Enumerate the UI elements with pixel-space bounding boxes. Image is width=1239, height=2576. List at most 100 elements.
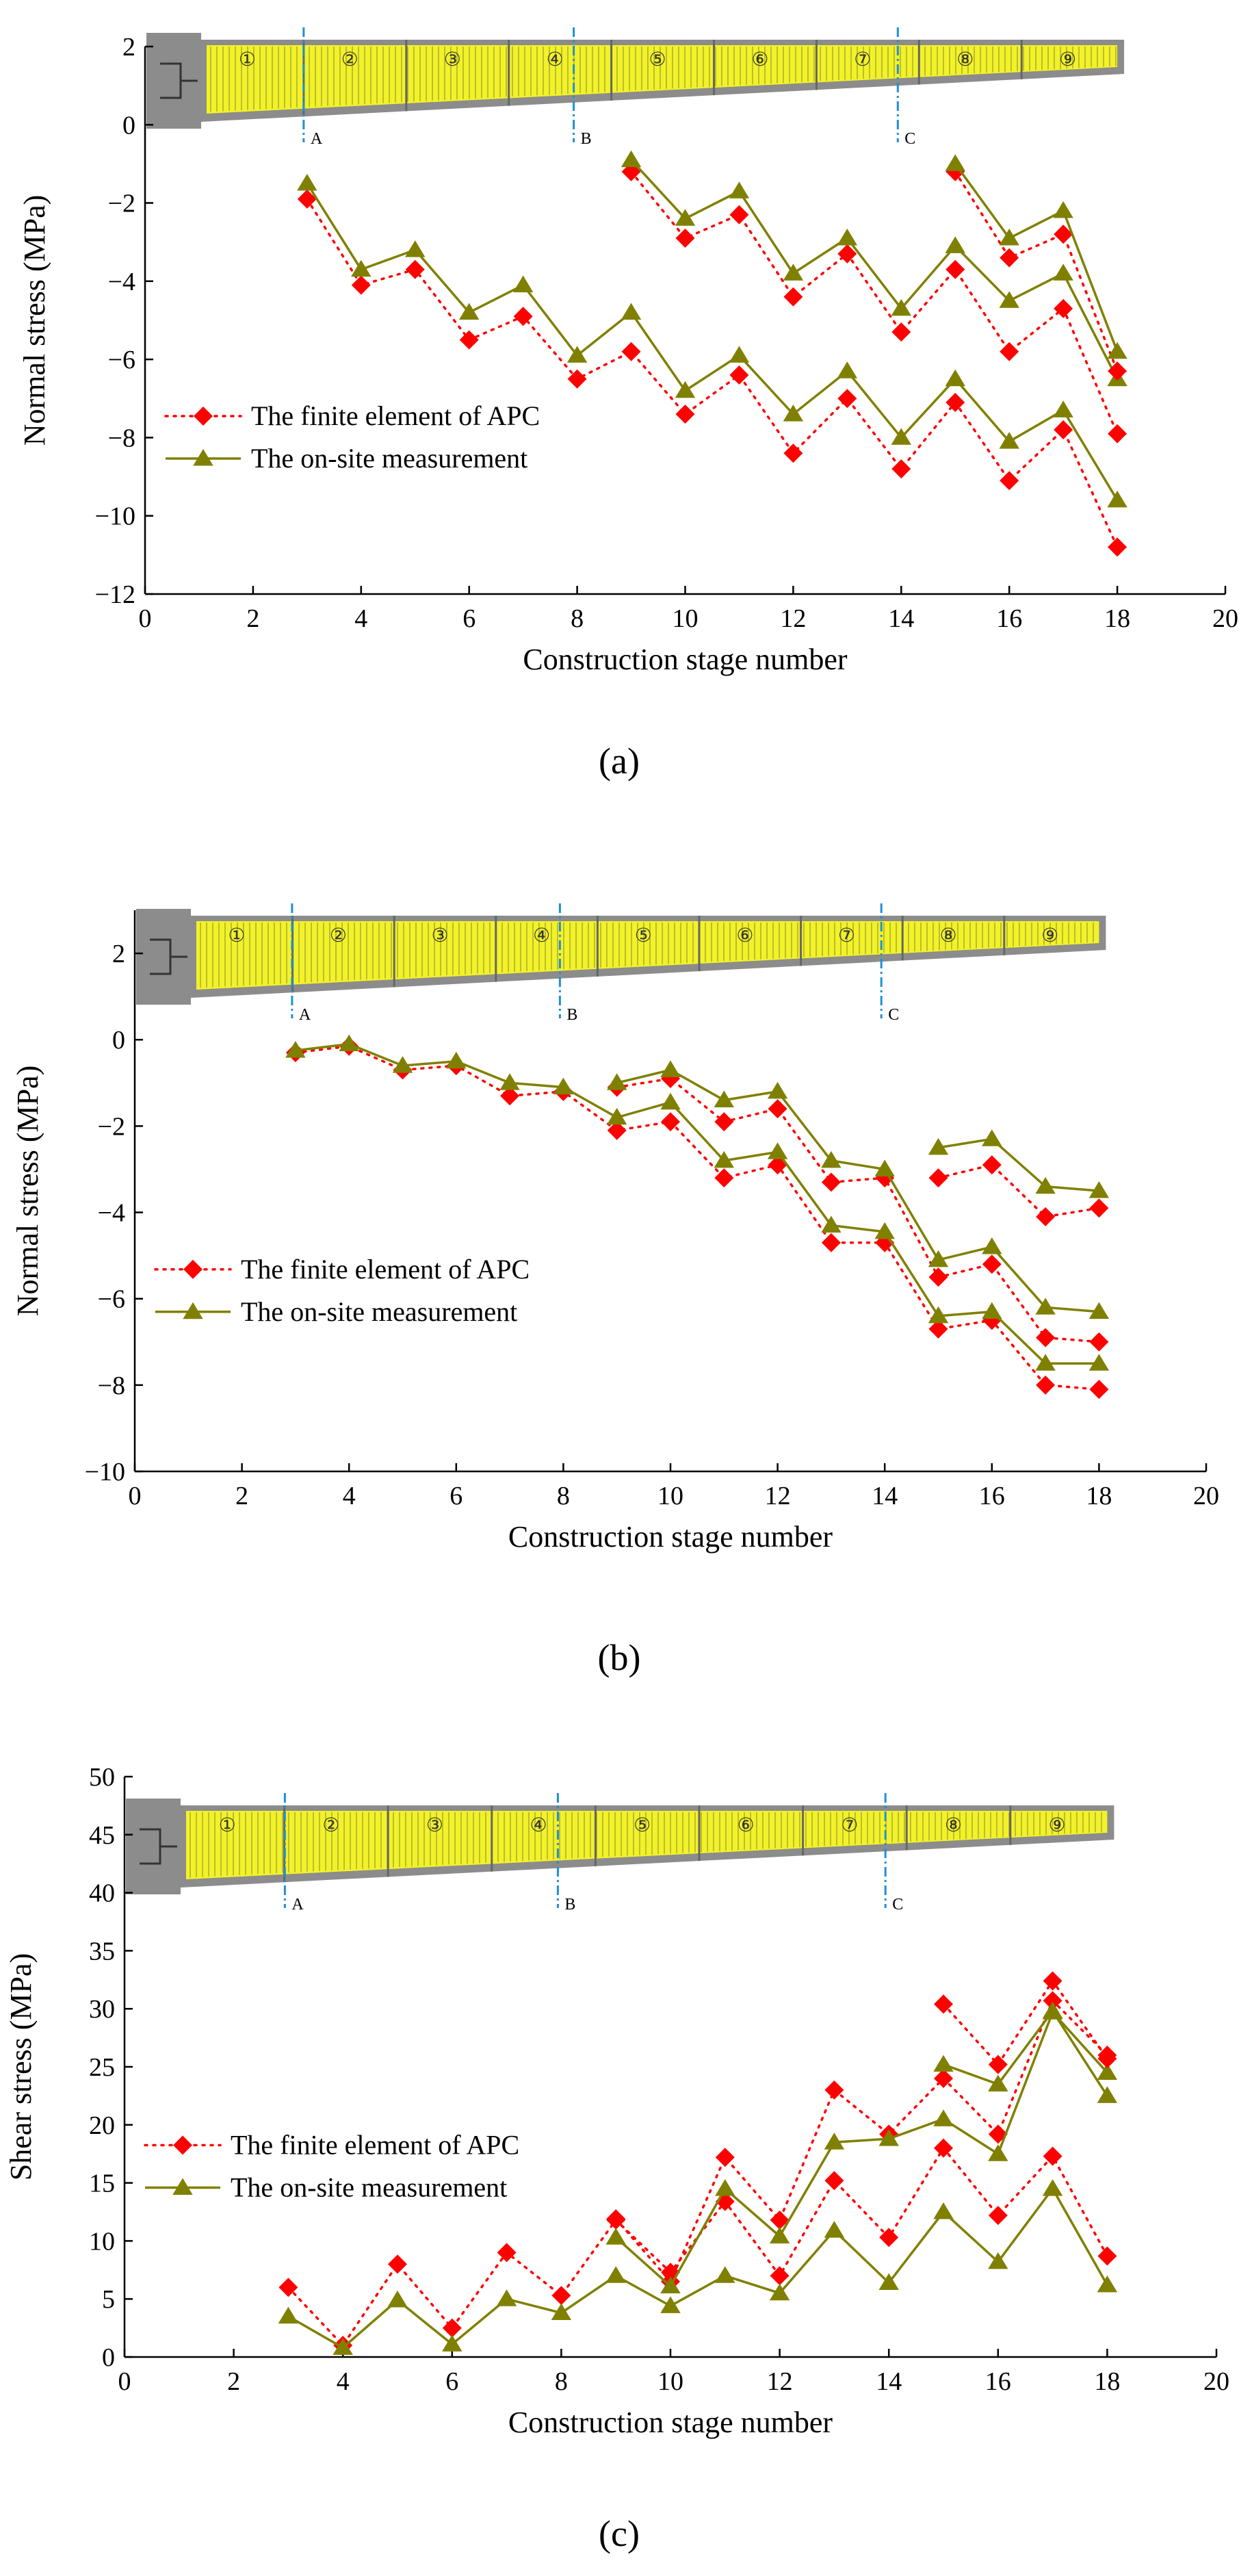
measurement-series-line <box>954 163 1119 352</box>
beam-girder-body <box>186 1811 1108 1879</box>
y-tick-label: −2 <box>98 1112 125 1141</box>
measurement-data-point <box>988 2252 1008 2269</box>
measurement-data-point <box>837 229 858 246</box>
measurement-data-point <box>387 2290 408 2308</box>
beam-segment-label: ⑦ <box>841 1815 858 1836</box>
beam-segment-label: ② <box>322 1815 339 1836</box>
measurement-data-point <box>1042 2001 1063 2019</box>
measurement-series-line <box>287 2186 1108 2349</box>
fe-data-point <box>770 2266 790 2286</box>
fe-data-point <box>607 1120 627 1140</box>
fe-series-line <box>629 170 1119 435</box>
fe-data-point <box>351 275 371 295</box>
fe-data-point <box>497 2243 517 2263</box>
fe-data-point <box>567 369 587 389</box>
x-tick-label: 14 <box>888 604 914 633</box>
measurement-data-point <box>660 2296 681 2313</box>
x-tick-label: 6 <box>445 2367 458 2396</box>
measurement-data-point <box>297 174 317 191</box>
measurement-data-point <box>605 2228 626 2245</box>
y-tick-label: 2 <box>112 940 125 968</box>
y-tick-label: 45 <box>89 1821 115 1850</box>
legend-measurement-label: The on-site measurement <box>231 2172 507 2202</box>
measurement-data-point <box>496 2289 517 2306</box>
x-axis-title: Construction stage number <box>523 643 847 676</box>
section-label: A <box>291 1896 304 1914</box>
fe-data-point <box>1097 2246 1117 2266</box>
x-tick-label: 6 <box>462 604 475 633</box>
legend: The finite element of APC The on-site mea… <box>154 1254 530 1327</box>
chart-panel-3: ① ② ③ ④ ⑤ ⑥ ⑦ ⑧ ⑨ A B C 0 2 4 6 8 10 12 14 16 18 20 0 5 10 15 20 25 3… <box>4 1763 1229 2554</box>
measurement-data-point <box>999 229 1019 246</box>
y-tick-label: 10 <box>89 2227 115 2256</box>
measurement-data-point <box>553 1077 574 1095</box>
x-axis-title: Construction stage number <box>508 2406 833 2439</box>
x-tick-label: 16 <box>979 1482 1005 1510</box>
fe-data-point <box>715 2148 735 2167</box>
fe-data-point <box>675 229 695 248</box>
section-label: C <box>904 130 915 148</box>
beam-segment-label: ⑧ <box>945 1815 962 1836</box>
beam-segment-label: ③ <box>432 925 449 946</box>
fe-data-point <box>982 1254 1002 1274</box>
y-axis-title: Normal stress (MPa) <box>11 1066 44 1317</box>
fe-data-point <box>1054 224 1073 244</box>
y-tick-label: 0 <box>102 2343 115 2372</box>
fe-data-point <box>388 2254 407 2274</box>
measurement-data-point <box>982 1237 1002 1254</box>
legend-measurement-marker <box>172 2178 193 2195</box>
beam-segment-label: ② <box>330 925 347 946</box>
measurement-series-line <box>630 159 1119 380</box>
measurement-data-point <box>1097 2063 1118 2080</box>
fe-series-line <box>287 2146 1109 2347</box>
fe-data-point <box>821 1172 841 1192</box>
fe-data-point <box>768 1099 787 1119</box>
measurement-data-point <box>442 2334 462 2352</box>
x-tick-label: 10 <box>657 2367 683 2396</box>
fe-data-point <box>891 459 911 479</box>
y-tick-label: 20 <box>89 2111 115 2140</box>
x-tick-label: 4 <box>337 2367 350 2396</box>
y-tick-label: 25 <box>89 2053 115 2082</box>
x-tick-label: 12 <box>767 2367 793 2396</box>
section-label: C <box>888 1006 899 1024</box>
panel-label: (a) <box>599 740 640 782</box>
fe-data-point <box>770 2210 790 2230</box>
measurement-data-point <box>714 1090 734 1108</box>
legend-measurement-marker <box>183 1302 203 1319</box>
legend-fe-marker <box>173 2135 192 2155</box>
fe-data-point <box>824 2171 844 2191</box>
x-tick-label: 18 <box>1104 604 1130 633</box>
x-tick-label: 8 <box>555 2367 568 2396</box>
section-label: C <box>892 1896 903 1914</box>
legend: The finite element of APC The on-site mea… <box>144 2129 519 2202</box>
x-tick-label: 14 <box>876 2367 902 2396</box>
y-tick-label: −6 <box>108 346 135 374</box>
fe-data-point <box>945 393 965 412</box>
beam-segment-label: ⑦ <box>854 49 871 70</box>
measurement-data-point <box>1097 2275 1118 2293</box>
measurement-data-point <box>821 1215 842 1233</box>
fe-data-point <box>714 1112 734 1132</box>
y-tick-label: −4 <box>98 1199 125 1228</box>
measurement-data-point <box>982 1302 1002 1319</box>
fe-data-point <box>1036 1375 1056 1395</box>
measurement-data-point <box>1107 342 1127 359</box>
measurement-data-point <box>446 1051 467 1069</box>
fe-data-point <box>934 2138 953 2158</box>
measurement-data-point <box>332 2338 353 2355</box>
fe-data-point <box>783 287 803 307</box>
y-tick-label: 5 <box>102 2285 115 2314</box>
beam-segment-label: ⑤ <box>634 1815 651 1836</box>
measurement-data-point <box>945 369 965 387</box>
measurement-data-point <box>1053 201 1073 218</box>
measurement-data-point <box>769 2283 790 2301</box>
y-tick-label: 50 <box>89 1763 115 1792</box>
measurement-data-point <box>339 1034 359 1052</box>
x-tick-label: 16 <box>996 604 1022 633</box>
measurement-data-point <box>621 302 642 320</box>
panel-label: (c) <box>599 2513 640 2554</box>
fe-data-point <box>606 2209 626 2229</box>
measurement-data-point <box>1088 1354 1110 1371</box>
y-tick-label: 2 <box>122 33 135 62</box>
